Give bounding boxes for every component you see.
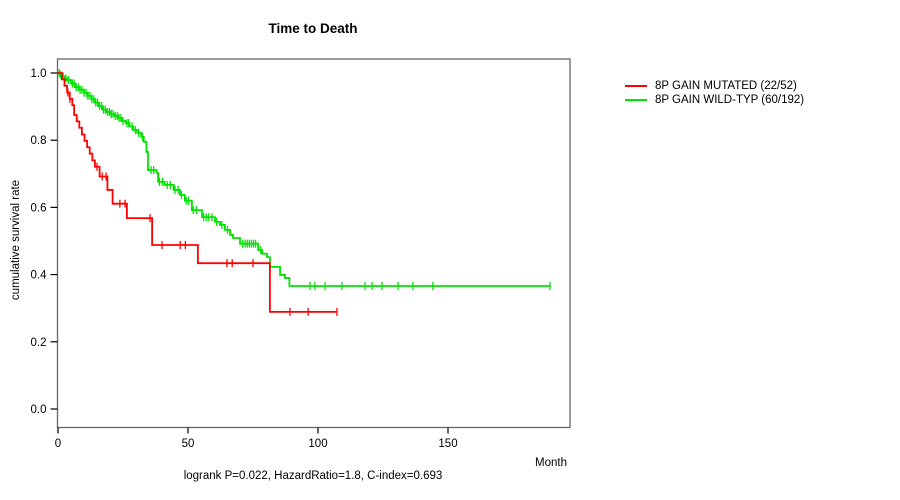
x-tick-label: 150 xyxy=(438,438,457,450)
y-tick-label: 0.4 xyxy=(31,270,48,282)
statistics-caption: logrank P=0.022, HazardRatio=1.8, C-inde… xyxy=(183,470,443,482)
legend: 8P GAIN MUTATED (22/52) 8P GAIN WILD-TYP … xyxy=(625,80,804,106)
x-axis-title: Month xyxy=(535,457,567,469)
plot-border xyxy=(56,58,571,429)
y-tick-label: 1.0 xyxy=(31,68,47,80)
x-tick-label: 0 xyxy=(55,438,61,450)
plot-box xyxy=(56,58,571,429)
x-tick-label: 100 xyxy=(308,438,327,450)
axes: 0 50 100 150 0.0 0.2 0.4 0.6 0.8 1.0 xyxy=(31,68,458,450)
survival-curves xyxy=(58,69,551,316)
legend-label: 8P GAIN MUTATED (22/52) xyxy=(655,80,797,92)
y-tick-label: 0.0 xyxy=(31,404,47,416)
x-tick-label: 50 xyxy=(182,438,195,450)
legend-line-swatch xyxy=(625,99,647,101)
legend-label: 8P GAIN WILD-TYP (60/192) xyxy=(655,94,805,106)
y-tick-label: 0.8 xyxy=(31,135,47,147)
legend-line-swatch xyxy=(625,85,647,87)
y-axis-title: cumulative survival rate xyxy=(10,179,22,301)
legend-row-mutated: 8P GAIN MUTATED (22/52) xyxy=(625,80,804,92)
chart-title: Time to Death xyxy=(268,21,358,36)
curve-wildtype xyxy=(58,69,551,291)
survival-step-line xyxy=(58,72,337,313)
curve-mutated xyxy=(58,72,338,316)
legend-row-wildtype: 8P GAIN WILD-TYP (60/192) xyxy=(625,94,804,106)
y-tick-label: 0.6 xyxy=(31,202,47,214)
y-tick-label: 0.2 xyxy=(31,337,47,349)
survival-step-line xyxy=(58,72,551,287)
